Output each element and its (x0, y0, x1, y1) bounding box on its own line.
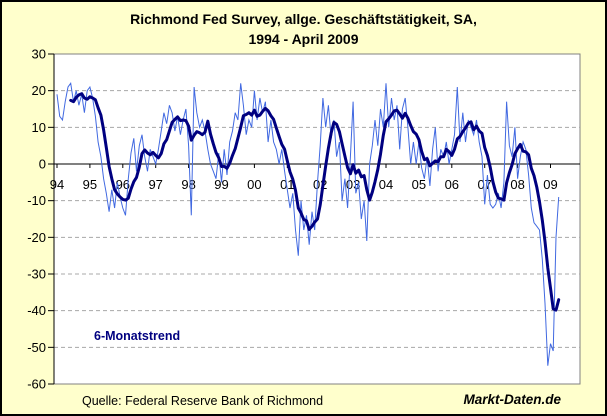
y-tick-label: 0 (39, 157, 46, 172)
x-tick-label: 94 (50, 177, 64, 192)
trend-series-line (69, 92, 561, 312)
y-tick-label: 10 (32, 120, 46, 135)
chart-title-line2: 1994 - April 2009 (248, 31, 359, 47)
brand-watermark: Markt-Daten.de (463, 392, 561, 407)
x-tick-label: 06 (445, 177, 459, 192)
x-tick-label: 01 (280, 177, 294, 192)
x-tick-label: 09 (543, 177, 557, 192)
y-tick-label: -60 (27, 377, 46, 392)
y-tick-label: -10 (27, 193, 46, 208)
x-tick-label: 08 (510, 177, 524, 192)
x-tick-label: 98 (181, 177, 195, 192)
x-tick-label: 04 (379, 177, 393, 192)
x-tick-label: 95 (83, 177, 97, 192)
y-tick-label: -30 (27, 267, 46, 282)
y-tick-label: -40 (27, 303, 46, 318)
y-tick-label: 30 (32, 47, 46, 62)
chart-title: Richmond Fed Survey, allge. Geschäftstät… (2, 9, 605, 49)
x-tick-label: 96 (116, 177, 130, 192)
x-tick-label: 00 (247, 177, 261, 192)
x-tick-label: 99 (214, 177, 228, 192)
source-credit: Quelle: Federal Reserve Bank of Richmond (82, 394, 324, 408)
y-tick-label: 20 (32, 83, 46, 98)
y-tick-label: -20 (27, 230, 46, 245)
trend-series-label: 6-Monatstrend (94, 329, 181, 343)
x-tick-label: 97 (148, 177, 162, 192)
x-tick-label: 05 (412, 177, 426, 192)
chart-title-line1: Richmond Fed Survey, allge. Geschäftstät… (130, 11, 477, 27)
x-tick-label: 07 (477, 177, 491, 192)
y-tick-label: -50 (27, 340, 46, 355)
